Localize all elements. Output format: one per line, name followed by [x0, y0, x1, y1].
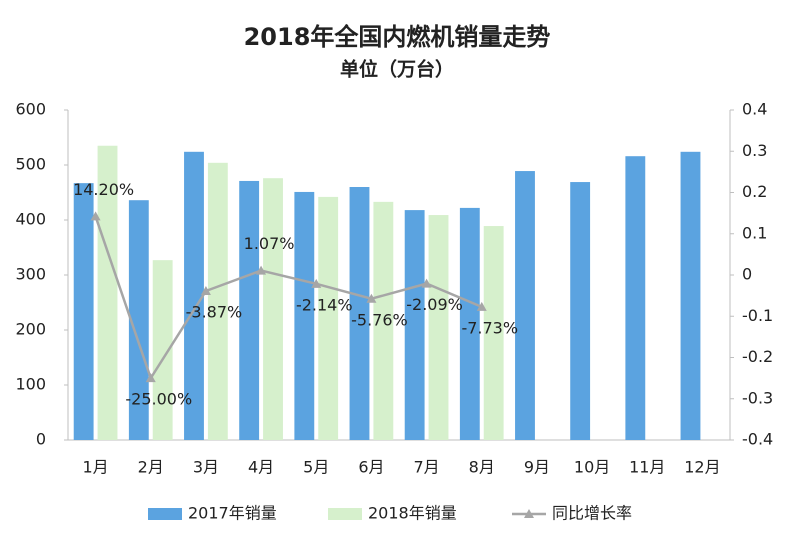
bar — [128, 200, 149, 440]
x-tick-label: 3月 — [193, 458, 219, 477]
x-tick-label: 8月 — [469, 458, 495, 477]
x-tick-label: 2月 — [138, 458, 164, 477]
y-tick-label: 0 — [36, 430, 46, 449]
bar — [207, 162, 228, 441]
growth-marker — [256, 265, 267, 275]
y2-tick-label: 0.2 — [742, 182, 767, 201]
y-tick-label: 600 — [15, 100, 46, 119]
growth-marker — [421, 278, 432, 288]
growth-marker — [90, 211, 101, 221]
value-label: -3.87% — [186, 302, 243, 321]
x-tick-label: 11月 — [629, 458, 665, 477]
value-label: 14.20% — [73, 180, 134, 199]
growth-marker — [366, 293, 377, 303]
bar — [239, 180, 260, 440]
x-tick-label: 9月 — [524, 458, 550, 477]
y2-tick-label: 0.4 — [742, 100, 767, 119]
y-tick-label: 100 — [15, 375, 46, 394]
value-label: -5.76% — [351, 310, 408, 329]
x-tick-label: 5月 — [303, 458, 329, 477]
bar — [625, 156, 646, 440]
y2-tick-label: -0.4 — [742, 430, 773, 449]
growth-line — [94, 216, 483, 381]
legend-swatch — [328, 508, 362, 520]
value-label: 1.07% — [244, 234, 295, 253]
y-tick-label: 400 — [15, 210, 46, 229]
x-tick-label: 7月 — [413, 458, 439, 477]
y2-tick-label: -0.2 — [742, 347, 773, 366]
bar — [428, 215, 449, 440]
bar — [184, 151, 204, 441]
bar — [459, 207, 480, 440]
bar — [73, 183, 94, 440]
growth-marker — [311, 278, 322, 288]
x-tick-label: 1月 — [82, 458, 108, 477]
bar — [483, 226, 504, 440]
bar — [294, 191, 315, 440]
legend-marker — [524, 509, 534, 518]
bar — [152, 260, 173, 440]
y-tick-label: 300 — [15, 265, 46, 284]
legend-label: 2018年销量 — [368, 504, 457, 523]
bar — [318, 196, 339, 440]
y2-tick-label: 0 — [742, 265, 752, 284]
bar — [404, 210, 425, 440]
chart-title: 2018年全国内燃机销量走势 — [244, 23, 551, 51]
value-label: -2.09% — [406, 295, 463, 314]
bar — [515, 171, 535, 441]
y-tick-label: 200 — [15, 320, 46, 339]
x-tick-label: 12月 — [684, 458, 720, 477]
value-label: -2.14% — [296, 295, 353, 314]
y2-tick-label: -0.3 — [742, 388, 773, 407]
legend-label: 2017年销量 — [188, 504, 277, 523]
bar — [263, 178, 283, 440]
bar — [373, 201, 394, 440]
y2-tick-label: 0.1 — [742, 223, 767, 242]
chart-subtitle: 单位（万台） — [340, 58, 454, 81]
y2-tick-label: -0.1 — [742, 306, 773, 325]
legend-swatch — [148, 508, 182, 520]
bar — [349, 187, 370, 440]
x-tick-label: 6月 — [358, 458, 384, 477]
x-tick-label: 4月 — [248, 458, 274, 477]
growth-marker — [200, 285, 211, 295]
bar — [570, 182, 591, 441]
y-tick-label: 500 — [15, 155, 46, 174]
value-label: -7.73% — [461, 318, 518, 337]
x-tick-label: 10月 — [574, 458, 610, 477]
growth-marker — [476, 301, 487, 311]
value-label: -25.00% — [125, 390, 192, 409]
legend-label: 同比增长率 — [552, 504, 632, 523]
bar — [680, 151, 701, 441]
y2-tick-label: 0.3 — [742, 141, 767, 160]
bar — [97, 145, 118, 440]
growth-marker — [145, 373, 156, 383]
